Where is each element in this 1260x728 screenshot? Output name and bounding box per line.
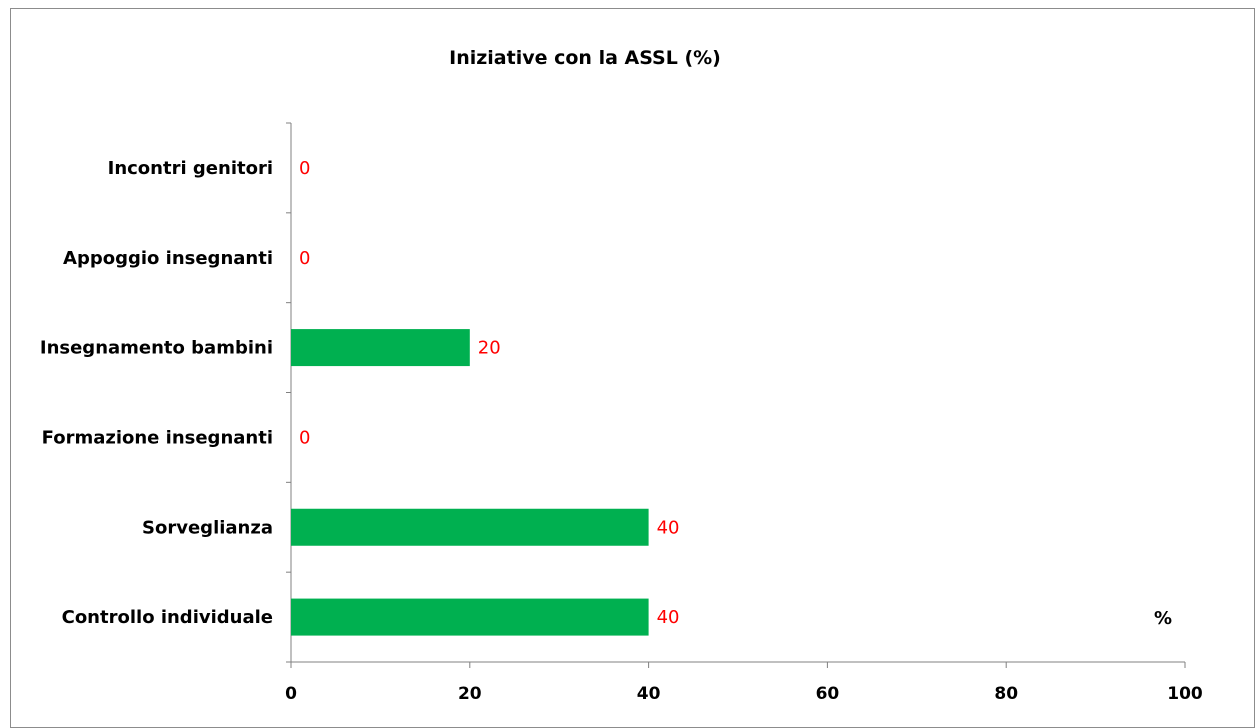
data-label: 0 — [299, 158, 310, 179]
data-label: 40 — [657, 517, 680, 538]
x-tick-label: 80 — [994, 684, 1018, 704]
category-label: Sorveglianza — [142, 517, 273, 538]
category-label: Insegnamento bambini — [40, 338, 273, 359]
chart-title: Iniziative con la ASSL (%) — [449, 47, 721, 69]
data-label: 0 — [299, 427, 310, 448]
x-tick-label: 100 — [1167, 684, 1203, 704]
x-tick-label: 0 — [285, 684, 297, 704]
unit-label: % — [1154, 608, 1172, 629]
bar — [291, 598, 649, 636]
bar — [291, 508, 649, 546]
x-tick-label: 60 — [816, 684, 840, 704]
category-label: Incontri genitori — [108, 158, 273, 179]
bar-chart: Iniziative con la ASSL (%) % 0 20 40 60 80 10… — [40, 47, 1203, 704]
category-label: Formazione insegnanti — [42, 427, 273, 448]
bar — [291, 329, 470, 367]
x-tick-label: 40 — [637, 684, 661, 704]
data-label: 20 — [478, 338, 501, 359]
plot-area: 0 20 40 60 80 100 Incontri genitori 0 Appoggio i… — [40, 122, 1203, 704]
x-tick-label: 20 — [458, 684, 482, 704]
category-label: Controllo individuale — [62, 607, 273, 628]
data-label: 0 — [299, 248, 310, 269]
category-label: Appoggio insegnanti — [63, 248, 273, 269]
data-label: 40 — [657, 607, 680, 628]
